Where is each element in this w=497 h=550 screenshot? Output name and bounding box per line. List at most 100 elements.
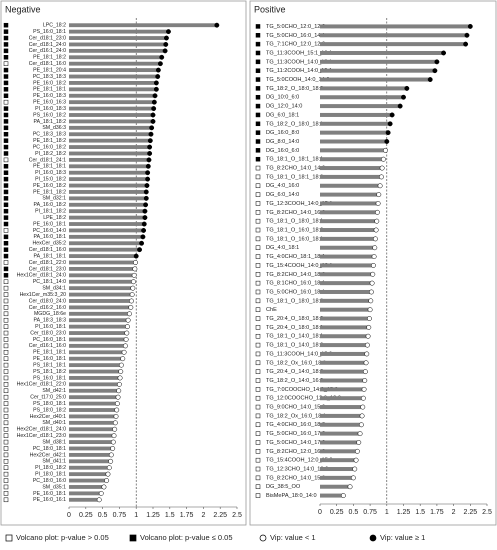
- vip-marker: [114, 401, 120, 407]
- category-label: Cer_t18:0_23:0: [30, 330, 66, 336]
- bar: [320, 148, 386, 153]
- vip-marker: [350, 475, 356, 481]
- bar: [69, 299, 132, 303]
- bar: [320, 210, 378, 215]
- category-label: Cer_d16:1_16:0: [29, 343, 66, 349]
- category-label: DG_10:0_6:0: [266, 95, 299, 101]
- bar: [69, 119, 153, 124]
- vip-marker: [151, 106, 157, 112]
- volcano-marker: [255, 130, 261, 135]
- volcano-marker: [3, 407, 9, 413]
- category-label: PS_18:0_18:1: [33, 401, 66, 407]
- category-label: TG_18:2_Ox_16:0_18:0: [266, 360, 326, 366]
- category-label: Cer_t17:0_25:0: [30, 395, 66, 401]
- vip-marker: [140, 234, 146, 240]
- volcano-marker: [255, 156, 261, 162]
- vip-marker: [129, 292, 135, 298]
- volcano-marker: [255, 41, 261, 47]
- vip-marker: [129, 298, 134, 304]
- volcano-marker: [3, 106, 9, 111]
- vip-marker: [155, 74, 161, 79]
- vip-marker: [432, 68, 438, 74]
- vip-marker: [372, 245, 378, 251]
- x-tick-label: 1.75: [430, 509, 444, 516]
- vip-marker: [367, 307, 373, 313]
- category-label: PE_18:1_18:1: [33, 87, 66, 93]
- category-label: TG_9:0CHO_14:0_15:0: [266, 405, 325, 411]
- volcano-marker: [3, 279, 9, 284]
- vip-marker: [101, 484, 107, 490]
- panel-border: [249, 0, 497, 526]
- bar: [320, 24, 471, 29]
- x-tick-label: 0.5: [349, 509, 359, 516]
- vip-marker: [112, 420, 118, 426]
- category-label: TG_12:3CHO_14:0_16:0: [266, 467, 328, 473]
- volcano-marker: [3, 273, 9, 278]
- vip-marker: [130, 285, 136, 291]
- x-tick-label: 2: [452, 509, 456, 516]
- category-label: SM_d34:1: [42, 286, 66, 292]
- x-tick-label: 2: [201, 512, 205, 519]
- category-label: Cer_d18:1_23:0: [29, 35, 66, 41]
- volcano-marker: [255, 280, 261, 286]
- bar: [320, 289, 372, 294]
- volcano-marker: [255, 183, 261, 189]
- category-label: TG_18:1_O_18:0_18:1: [266, 219, 323, 225]
- category-label: PA_18:1_18:2: [34, 119, 67, 125]
- volcano-marker: [255, 33, 261, 38]
- bar: [69, 55, 162, 60]
- vip-marker: [364, 351, 370, 357]
- bar: [320, 307, 371, 312]
- volcano-marker: [3, 350, 9, 355]
- bar: [69, 363, 122, 368]
- category-label: TG_4:0CHO_16:0_18:0: [266, 422, 325, 428]
- bar: [320, 484, 351, 489]
- volcano-marker: [255, 86, 261, 91]
- vip-marker: [96, 497, 102, 503]
- bar: [69, 356, 123, 361]
- bar: [320, 50, 444, 55]
- volcano-marker: [3, 157, 9, 163]
- x-tick-label: 1: [134, 512, 138, 519]
- category-label: TG_8:2CHO_14:0_16:0: [266, 210, 325, 216]
- vip-marker: [108, 452, 114, 458]
- bar: [69, 408, 117, 412]
- volcano-marker: [3, 375, 9, 381]
- bar: [69, 170, 148, 175]
- category-label: PE_16:0_18:3: [33, 93, 66, 99]
- category-label: TG_8:2CHO_14:0_14:0: [266, 166, 325, 172]
- category-label: SM_d40:1: [42, 420, 66, 426]
- bar: [69, 202, 146, 207]
- bar: [69, 395, 119, 400]
- volcano-marker: [3, 170, 9, 175]
- category-label: TG_18:1_O_18:1_18:0: [266, 174, 323, 180]
- bar: [69, 343, 126, 348]
- volcano-marker: [255, 369, 261, 374]
- vip-marker: [145, 163, 151, 169]
- vip-marker: [98, 490, 104, 496]
- vip-marker: [151, 99, 157, 105]
- volcano-marker: [3, 356, 9, 361]
- vip-marker: [441, 50, 447, 56]
- bar: [69, 350, 125, 355]
- vip-marker: [360, 404, 366, 410]
- bar: [320, 431, 361, 436]
- volcano-marker: [3, 471, 9, 477]
- bar: [69, 209, 145, 214]
- x-tick-label: 1.25: [397, 509, 411, 516]
- volcano-marker: [3, 439, 9, 445]
- bar: [69, 452, 112, 457]
- volcano-marker: [255, 484, 261, 489]
- vip-marker: [133, 260, 138, 265]
- category-label: TG_5:0CHO_16:0_18:1: [266, 289, 325, 295]
- volcano-marker: [255, 387, 261, 392]
- category-label: PE_18:1_18:1: [33, 350, 66, 356]
- legend-label: Volcano plot: p-value > 0.05: [16, 533, 109, 542]
- category-label: PC_18:1_14:0: [33, 279, 66, 285]
- category-label: TG_5:0CHO_14:0_17:0: [266, 440, 325, 446]
- bar: [69, 132, 151, 137]
- bar: [69, 138, 151, 143]
- volcano-marker: [3, 164, 9, 169]
- volcano-marker: [255, 449, 261, 454]
